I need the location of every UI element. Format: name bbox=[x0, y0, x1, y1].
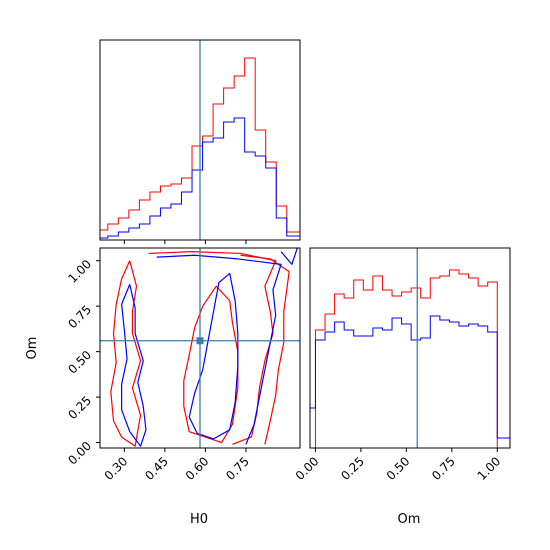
om-histogram-frame bbox=[309, 247, 511, 449]
h0-histogram-series-1 bbox=[99, 57, 301, 240]
contour-line-8 bbox=[280, 248, 298, 265]
h0-histogram-frame bbox=[99, 39, 301, 241]
contour-line-6 bbox=[188, 272, 239, 440]
contour-line-2 bbox=[183, 285, 239, 444]
contour-line-7 bbox=[156, 254, 282, 445]
h0-histogram-series-2 bbox=[99, 117, 301, 240]
h0-histogram-panel bbox=[99, 39, 301, 244]
contour-line-1 bbox=[110, 260, 142, 447]
om-histogram-series-2 bbox=[309, 315, 511, 448]
contour-line-4 bbox=[240, 254, 290, 445]
contour-frame bbox=[99, 247, 301, 449]
om-histogram-series-1 bbox=[310, 269, 510, 449]
contour-line-5 bbox=[121, 284, 147, 447]
contour-truth-marker bbox=[196, 337, 204, 345]
contour-lines bbox=[110, 248, 298, 447]
x-axis-label-om: Om bbox=[398, 512, 421, 527]
y-axis-label-om: Om bbox=[25, 337, 40, 360]
x-axis-label-h0: H0 bbox=[190, 512, 208, 527]
